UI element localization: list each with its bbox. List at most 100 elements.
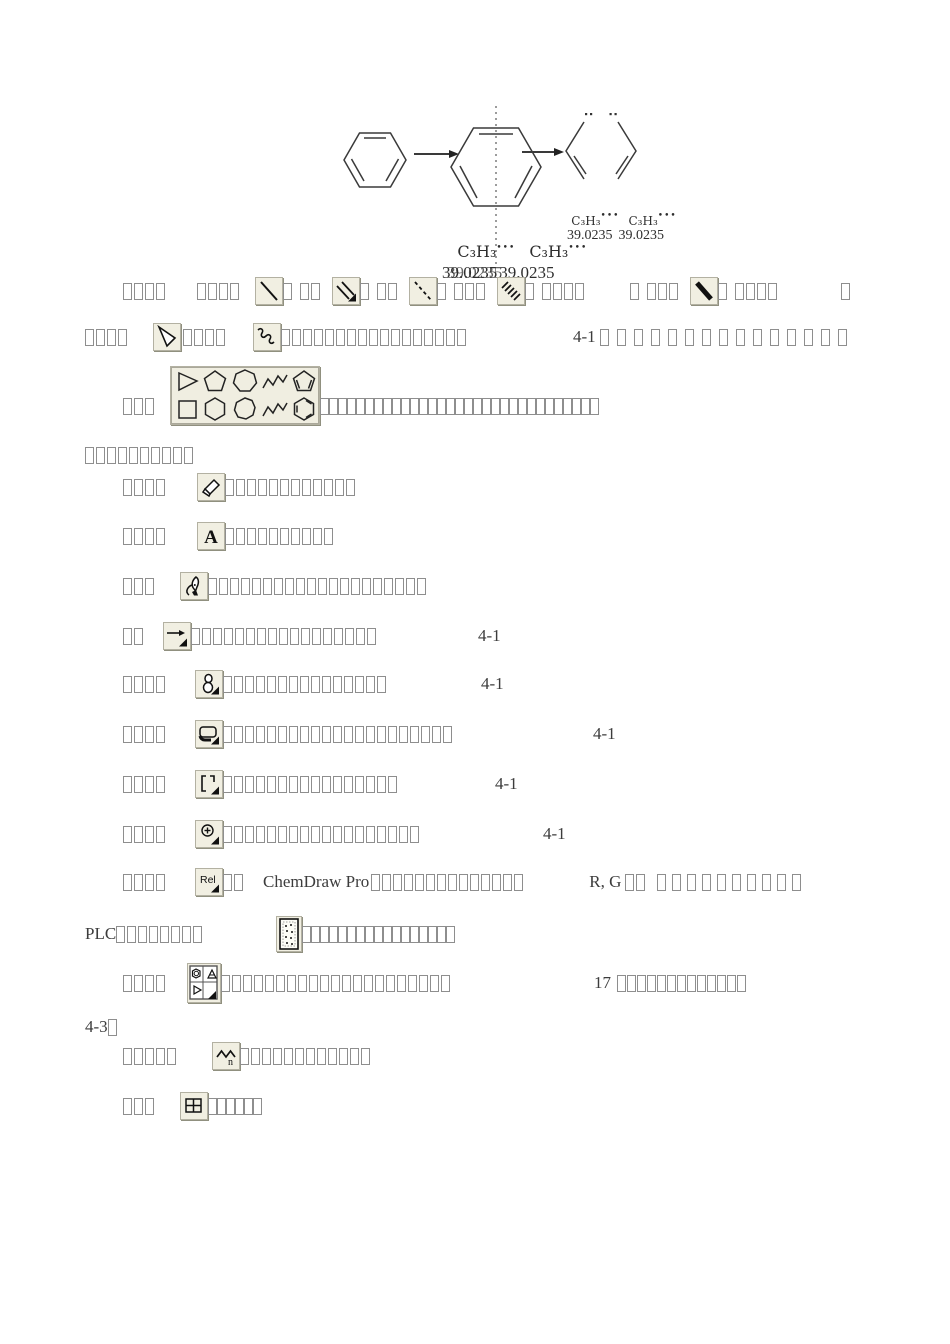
cjk-missing-glyph-box bbox=[481, 873, 491, 891]
cjk-missing-glyph-box bbox=[545, 398, 554, 415]
svg-text:n: n bbox=[228, 1057, 233, 1068]
cjk-missing-glyph-box bbox=[633, 328, 643, 346]
cjk-missing-glyph-box bbox=[727, 974, 736, 992]
wavy-bond-icon bbox=[253, 323, 281, 351]
cjk-missing-glyph-box bbox=[777, 873, 787, 891]
cjk-missing-glyph-box bbox=[134, 577, 143, 595]
spacer bbox=[421, 834, 543, 835]
cjk-missing-glyph-box bbox=[336, 328, 345, 346]
cjk-missing-glyph-box bbox=[134, 478, 143, 496]
spacer bbox=[167, 784, 195, 785]
cjk-missing-glyph-box bbox=[386, 974, 395, 992]
cjk-missing-glyph-box bbox=[473, 398, 482, 415]
cjk-placeholder-run bbox=[718, 282, 729, 300]
cjk-missing-glyph-box bbox=[123, 675, 132, 693]
cjk-missing-glyph-box bbox=[707, 974, 716, 992]
cjk-missing-glyph-box bbox=[263, 577, 272, 595]
cjk-missing-glyph-box bbox=[303, 328, 312, 346]
cjk-missing-glyph-box bbox=[243, 974, 252, 992]
cjk-missing-glyph-box bbox=[356, 398, 365, 415]
cjk-missing-glyph-box bbox=[254, 974, 263, 992]
cjk-missing-glyph-box bbox=[667, 974, 676, 992]
cjk-missing-glyph-box bbox=[123, 627, 132, 645]
cjk-missing-glyph-box bbox=[223, 775, 232, 793]
cjk-placeholder-run bbox=[123, 725, 167, 743]
cjk-placeholder-run bbox=[454, 282, 487, 300]
cjk-missing-glyph-box bbox=[737, 974, 746, 992]
cjk-placeholder-run bbox=[208, 1097, 262, 1115]
cjk-missing-glyph-box bbox=[437, 925, 447, 943]
cjk-missing-glyph-box bbox=[424, 328, 433, 346]
cjk-missing-glyph-box bbox=[96, 328, 105, 346]
spacer bbox=[378, 636, 478, 637]
cjk-missing-glyph-box bbox=[160, 925, 170, 943]
radical-dots: ••• bbox=[568, 243, 588, 253]
cjk-missing-glyph-box bbox=[347, 398, 356, 415]
document-line: 4-1 bbox=[123, 819, 566, 849]
cjk-missing-glyph-box bbox=[245, 825, 254, 843]
cjk-missing-glyph-box bbox=[292, 328, 301, 346]
document-line: 4-1 bbox=[123, 719, 616, 749]
cjk-missing-glyph-box bbox=[208, 282, 217, 300]
cjk-missing-glyph-box bbox=[313, 527, 322, 545]
cjk-missing-glyph-box bbox=[391, 328, 400, 346]
cjk-missing-glyph-box bbox=[322, 675, 331, 693]
cjk-missing-glyph-box bbox=[410, 925, 420, 943]
cjk-missing-glyph-box bbox=[230, 577, 239, 595]
cjk-missing-glyph-box bbox=[333, 675, 342, 693]
hashed-bond-icon bbox=[497, 277, 525, 305]
spacer bbox=[145, 636, 163, 637]
cjk-placeholder-run bbox=[525, 282, 536, 300]
cjk-missing-glyph-box bbox=[358, 328, 367, 346]
cjk-missing-glyph-box bbox=[256, 675, 265, 693]
formula-label: C₃H₃ bbox=[571, 214, 601, 228]
cjk-missing-glyph-box bbox=[287, 974, 296, 992]
cjk-missing-glyph-box bbox=[401, 925, 411, 943]
spacer bbox=[129, 337, 153, 338]
cjk-missing-glyph-box bbox=[134, 873, 143, 891]
cjk-placeholder-run bbox=[647, 282, 680, 300]
cjk-missing-glyph-box bbox=[145, 725, 154, 743]
cjk-placeholder-run bbox=[283, 282, 294, 300]
cjk-missing-glyph-box bbox=[346, 478, 355, 496]
cjk-missing-glyph-box bbox=[392, 925, 402, 943]
cjk-placeholder-run bbox=[657, 873, 807, 891]
cjk-missing-glyph-box bbox=[156, 1047, 165, 1065]
cjk-missing-glyph-box bbox=[107, 1018, 117, 1036]
cjk-missing-glyph-box bbox=[401, 398, 410, 415]
cjk-missing-glyph-box bbox=[145, 527, 154, 545]
spacer bbox=[388, 684, 481, 685]
cjk-missing-glyph-box bbox=[145, 974, 154, 992]
cjk-missing-glyph-box bbox=[118, 328, 127, 346]
cjk-missing-glyph-box bbox=[296, 577, 305, 595]
cjk-missing-glyph-box bbox=[365, 925, 375, 943]
cjk-missing-glyph-box bbox=[637, 974, 646, 992]
cjk-missing-glyph-box bbox=[383, 925, 393, 943]
cjk-missing-glyph-box bbox=[267, 775, 276, 793]
cjk-missing-glyph-box bbox=[399, 825, 408, 843]
cjk-placeholder-run bbox=[123, 825, 167, 843]
cjk-missing-glyph-box bbox=[236, 478, 245, 496]
spacer bbox=[167, 487, 197, 488]
cjk-missing-glyph-box bbox=[360, 282, 369, 300]
spacer bbox=[167, 834, 195, 835]
cjk-missing-glyph-box bbox=[291, 478, 300, 496]
cjk-missing-glyph-box bbox=[313, 478, 322, 496]
cjk-missing-glyph-box bbox=[300, 775, 309, 793]
cjk-missing-glyph-box bbox=[245, 725, 254, 743]
cjk-missing-glyph-box bbox=[123, 873, 132, 891]
cjk-placeholder-run bbox=[85, 328, 129, 346]
dashed-bond-icon bbox=[409, 277, 437, 305]
cjk-missing-glyph-box bbox=[355, 675, 364, 693]
cjk-missing-glyph-box bbox=[347, 925, 357, 943]
table-tool-icon bbox=[180, 1092, 208, 1120]
cjk-missing-glyph-box bbox=[123, 478, 132, 496]
cjk-missing-glyph-box bbox=[322, 725, 331, 743]
cjk-missing-glyph-box bbox=[419, 974, 428, 992]
cjk-missing-glyph-box bbox=[225, 478, 234, 496]
cjk-missing-glyph-box bbox=[284, 1047, 293, 1065]
cjk-missing-glyph-box bbox=[283, 282, 292, 300]
cjk-missing-glyph-box bbox=[320, 925, 330, 943]
cjk-missing-glyph-box bbox=[256, 725, 265, 743]
cjk-missing-glyph-box bbox=[278, 825, 287, 843]
